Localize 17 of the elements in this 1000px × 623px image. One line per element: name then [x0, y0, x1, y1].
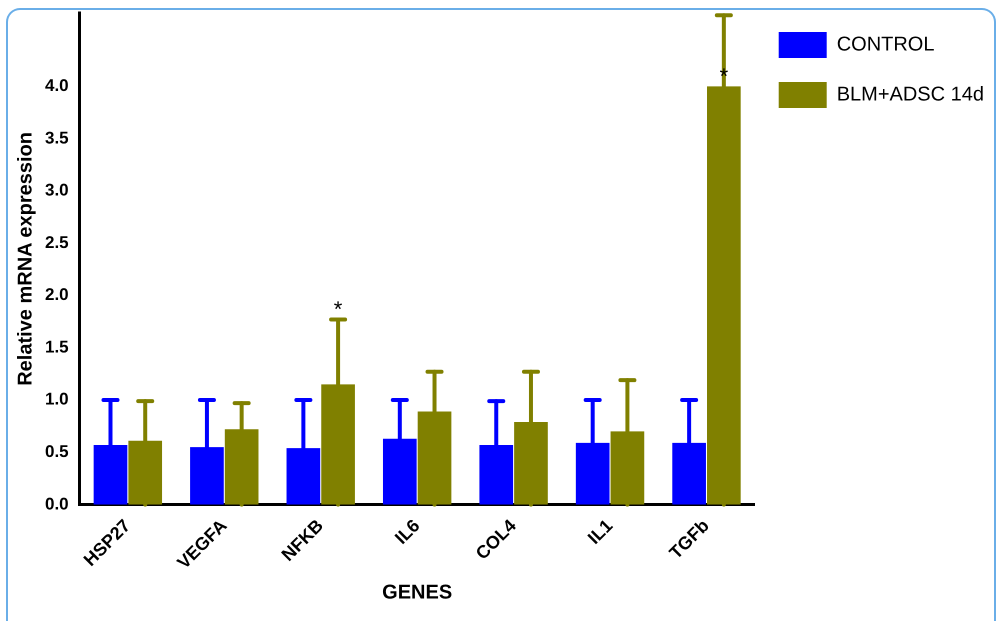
x-tick-label: IL6	[390, 515, 424, 548]
y-tick-label: 2.0	[44, 285, 69, 304]
legend-label: BLM+ADSC 14d	[836, 84, 984, 106]
y-tick-label: 4.0	[44, 76, 69, 96]
y-tick-label: 3.0	[44, 180, 69, 200]
y-tick-label: 3.5	[44, 128, 69, 148]
x-tick-label: IL1	[584, 515, 616, 548]
annotation: *	[720, 63, 729, 88]
annotation: *	[334, 296, 343, 322]
y-tick-label: 0.0	[44, 494, 69, 514]
x-axis-title: GENES	[382, 582, 452, 604]
y-tick-label: 1.0	[44, 390, 69, 409]
y-tick-label: 0.5	[44, 442, 69, 461]
y-axis-title: Relative mRNA expression	[14, 132, 37, 386]
legend-label: CONTROL	[836, 34, 934, 56]
y-tick-label: 1.5	[44, 337, 69, 356]
y-tick-label: 2.5	[44, 232, 69, 252]
